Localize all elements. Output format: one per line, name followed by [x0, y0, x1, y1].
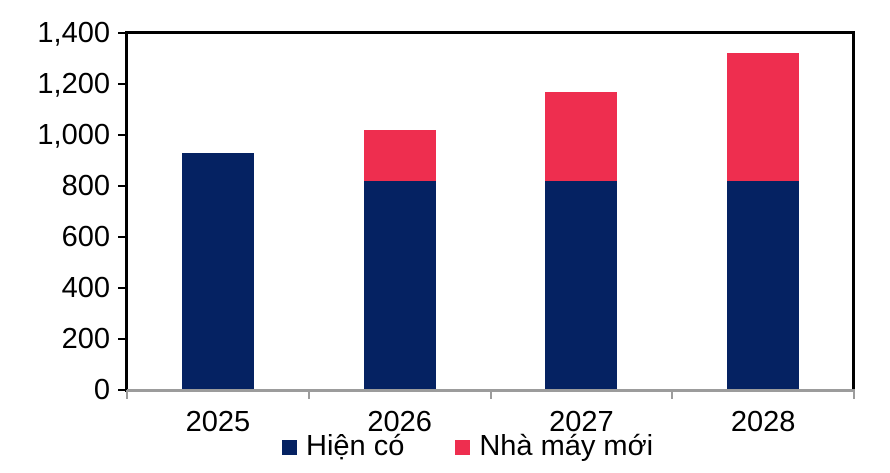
y-tick-label: 1,200	[37, 68, 110, 100]
y-tick	[118, 83, 127, 85]
bar-segment-nha-may-moi	[727, 53, 800, 181]
plot-top-border	[125, 31, 855, 34]
legend-swatch-nha-may-moi	[455, 440, 471, 455]
y-tick-label: 1,000	[37, 119, 110, 151]
x-axis-label: 2025	[185, 406, 251, 438]
bar-segment-nha-may-moi	[545, 91, 618, 181]
bar-segment-hien-co	[181, 152, 254, 390]
x-axis-label: 2027	[549, 406, 614, 438]
legend-swatch-hien-co	[282, 440, 297, 455]
y-tick-label: 0	[93, 374, 110, 406]
x-axis-label: 2026	[367, 406, 432, 438]
y-tick-label: 800	[61, 170, 110, 202]
plot-right-border	[852, 31, 855, 392]
y-tick	[118, 389, 127, 391]
x-tick	[489, 390, 492, 399]
legend-label-nha-may-moi: Nhà máy mới	[479, 430, 654, 462]
y-tick	[118, 134, 127, 136]
legend-label-hien-co: Hiện có	[306, 430, 405, 462]
y-tick	[118, 338, 127, 340]
x-tick	[307, 390, 310, 399]
value-axis-line	[125, 31, 128, 392]
x-axis-label: 2028	[730, 406, 796, 438]
bar-segment-hien-co	[363, 180, 436, 390]
y-tick-label: 600	[61, 221, 110, 253]
y-tick	[118, 185, 127, 187]
y-tick	[118, 236, 127, 238]
y-tick	[118, 32, 127, 34]
y-tick-label: 400	[61, 272, 110, 304]
legend-item-hien-co: Hiện có	[282, 430, 404, 462]
bar-segment-hien-co	[727, 180, 800, 390]
x-tick	[853, 390, 855, 399]
y-tick	[118, 287, 127, 289]
y-tick-label: 200	[61, 323, 110, 355]
legend-item-nha-may-moi: Nhà máy mới	[455, 430, 653, 462]
bar-segment-hien-co	[545, 180, 618, 390]
x-tick	[671, 390, 674, 399]
y-tick-label: 1,400	[37, 17, 110, 49]
bar-segment-nha-may-moi	[363, 129, 436, 181]
x-tick	[126, 390, 128, 399]
legend: Hiện có Nhà máy mới	[282, 430, 653, 462]
